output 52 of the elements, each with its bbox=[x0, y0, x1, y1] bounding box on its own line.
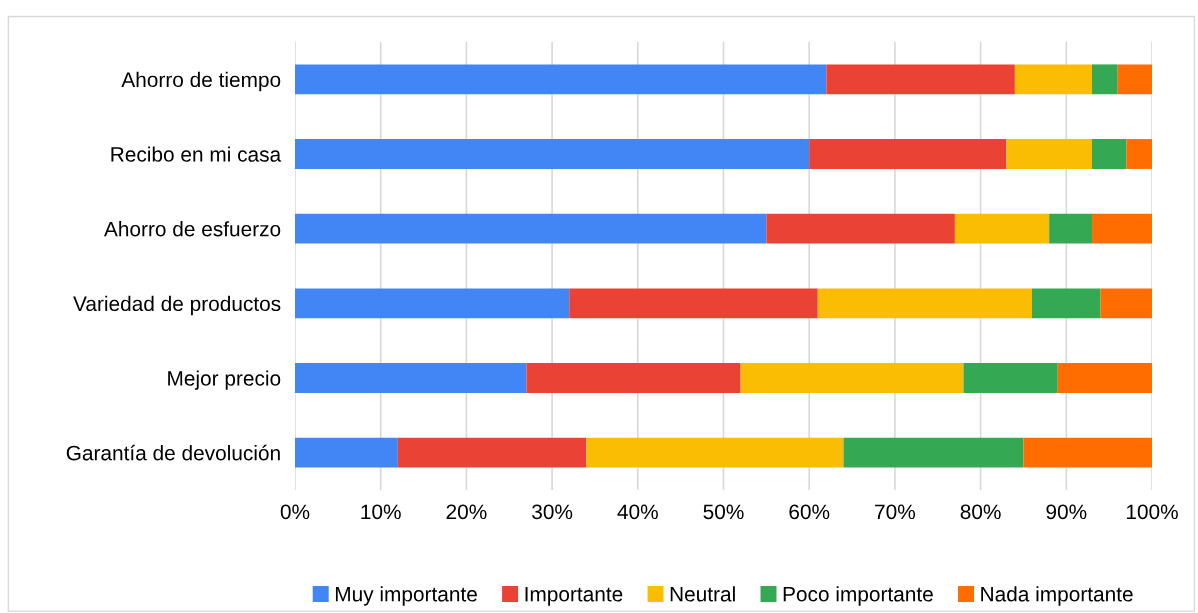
x-tick-label: 10% bbox=[361, 504, 401, 520]
bar bbox=[526, 363, 741, 393]
bar bbox=[397, 437, 587, 468]
bar bbox=[766, 213, 955, 244]
bar bbox=[1049, 213, 1093, 244]
bar bbox=[1023, 437, 1152, 468]
bar bbox=[295, 213, 767, 244]
bar bbox=[1092, 64, 1118, 95]
x-tick-label: 30% bbox=[532, 504, 573, 520]
legend-label: Importante bbox=[525, 586, 623, 606]
bar bbox=[295, 64, 827, 95]
bar bbox=[1092, 213, 1152, 244]
bar bbox=[1006, 139, 1093, 169]
bar bbox=[1126, 139, 1152, 169]
y-tick-label: Recibo en mi casa bbox=[111, 146, 282, 162]
bar bbox=[809, 139, 1007, 169]
legend-label: Muy importante bbox=[335, 586, 477, 606]
bar bbox=[295, 437, 398, 468]
y-tick-label: Variedad de productos bbox=[73, 295, 281, 316]
y-tick-label: Garantía de devolución bbox=[66, 444, 280, 461]
x-tick-label: 90% bbox=[1046, 504, 1087, 520]
bar bbox=[954, 213, 1050, 244]
bar bbox=[1100, 288, 1152, 319]
bar bbox=[295, 139, 810, 169]
bar bbox=[295, 363, 527, 393]
bar bbox=[1032, 288, 1101, 319]
bar bbox=[1057, 363, 1152, 393]
x-tick-label: 50% bbox=[703, 504, 744, 520]
legend-label: Neutral bbox=[670, 586, 735, 602]
bar bbox=[740, 363, 964, 393]
x-tick-label: 40% bbox=[617, 504, 658, 520]
bar bbox=[586, 437, 844, 468]
x-tick-label: 100% bbox=[1126, 504, 1178, 520]
bar bbox=[295, 288, 570, 319]
bar bbox=[963, 363, 1058, 393]
bar bbox=[1014, 64, 1093, 95]
bar bbox=[826, 64, 1015, 95]
bar bbox=[1092, 139, 1127, 169]
y-tick-label: Ahorro de esfuerzo bbox=[103, 221, 281, 237]
legend-label: Nada importante bbox=[981, 586, 1133, 606]
bar bbox=[817, 288, 1033, 319]
y-tick-label: Ahorro de tiempo bbox=[121, 71, 281, 92]
x-tick-label: 80% bbox=[960, 504, 1001, 520]
legend-label: Poco importante bbox=[783, 586, 933, 606]
x-tick-label: 0% bbox=[280, 504, 310, 520]
y-tick-label: Mejor precio bbox=[168, 370, 281, 390]
bar bbox=[843, 437, 1024, 468]
bar bbox=[569, 288, 818, 319]
x-tick-label: 70% bbox=[875, 504, 916, 520]
x-tick-label: 20% bbox=[446, 504, 487, 520]
x-tick-label: 60% bbox=[789, 504, 830, 520]
bar bbox=[1117, 64, 1152, 95]
